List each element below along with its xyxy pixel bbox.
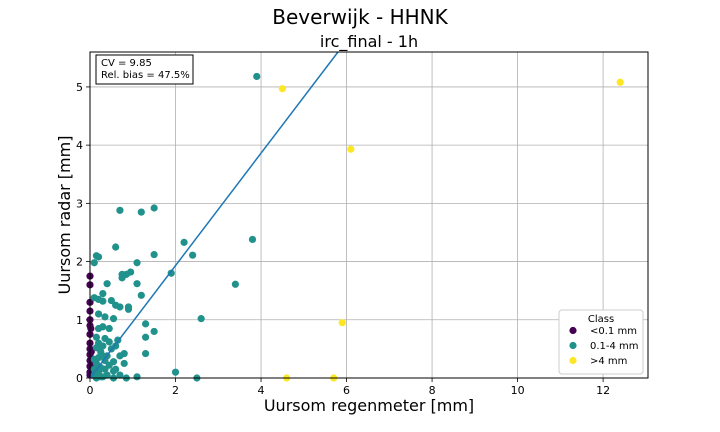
legend-label: <0.1 mm	[590, 326, 637, 337]
y-axis-ticks: 0 1 2 3 4 5	[76, 81, 90, 385]
legend-label: 0.1-4 mm	[590, 341, 639, 352]
stats-box: CV = 9.85 Rel. bias = 47.5%	[95, 54, 194, 85]
data-point	[118, 274, 126, 282]
y-axis-label: Uursom radar [mm]	[55, 136, 74, 295]
y-tick-label: 4	[76, 139, 83, 152]
x-tick-label: 0	[87, 384, 94, 397]
y-tick-label: 0	[76, 372, 83, 385]
legend-marker	[569, 326, 577, 335]
legend-title: Class	[588, 314, 614, 325]
data-point	[133, 373, 141, 381]
data-point	[99, 297, 107, 305]
data-point	[87, 348, 95, 356]
data-point	[189, 251, 197, 259]
data-point	[141, 320, 150, 328]
data-point	[94, 310, 103, 318]
x-tick-label: 2	[172, 384, 179, 397]
y-tick-label: 1	[76, 314, 83, 327]
data-point	[94, 324, 103, 333]
stats-cv: CV = 9.85	[101, 58, 152, 69]
stats-rel-bias: Rel. bias = 47.5%	[101, 70, 190, 81]
y-tick-label: 2	[76, 256, 83, 269]
legend: Class <0.1 mm 0.1-4 mm >4 mm	[558, 309, 644, 375]
chart-subtitle: irc_final - 1h	[320, 32, 418, 52]
data-point	[133, 280, 141, 288]
data-point	[116, 352, 124, 360]
y-tick-label: 5	[76, 81, 83, 94]
data-point	[180, 238, 188, 246]
data-point	[150, 327, 158, 336]
data-point	[120, 359, 128, 368]
x-axis-label: Uursom regenmeter [mm]	[264, 396, 474, 415]
data-points	[86, 72, 624, 382]
data-point	[167, 269, 175, 277]
plot-frame	[89, 51, 649, 379]
data-point	[112, 365, 120, 373]
data-point	[338, 319, 346, 327]
grid-lines	[89, 52, 648, 379]
data-point	[116, 371, 124, 379]
data-point	[124, 305, 133, 313]
data-point	[616, 78, 624, 86]
data-point	[133, 259, 141, 267]
x-tick-label: 6	[343, 384, 350, 397]
chart-title: Beverwijk - HHNK	[272, 5, 448, 29]
data-point	[141, 349, 150, 358]
data-point	[105, 338, 113, 346]
data-point	[107, 296, 115, 305]
data-point	[137, 291, 145, 299]
data-point	[101, 365, 109, 373]
x-tick-label: 4	[258, 384, 265, 397]
data-point	[231, 280, 239, 288]
data-point	[150, 204, 158, 212]
data-point	[116, 303, 124, 311]
data-point	[278, 85, 287, 93]
x-axis-ticks: 0 2 4 6 8 10 12	[87, 378, 610, 397]
data-point	[253, 72, 261, 81]
data-point	[197, 315, 205, 323]
data-point	[112, 243, 120, 251]
data-point	[109, 315, 118, 323]
data-point	[137, 208, 145, 216]
data-point	[103, 280, 111, 288]
data-point	[150, 250, 158, 259]
x-tick-label: 10	[511, 384, 525, 397]
x-tick-label: 12	[596, 384, 610, 397]
legend-marker	[569, 341, 577, 350]
fit-line	[89, 51, 339, 379]
data-point	[99, 342, 107, 350]
data-point	[90, 259, 98, 267]
data-point	[92, 333, 101, 341]
data-point	[171, 368, 180, 376]
data-point	[105, 324, 113, 333]
data-point	[347, 145, 355, 153]
data-point	[101, 313, 109, 321]
y-tick-label: 3	[76, 197, 83, 210]
data-point	[99, 289, 107, 298]
legend-marker	[569, 356, 577, 365]
data-point	[97, 373, 105, 381]
data-point	[116, 206, 124, 214]
data-point	[141, 333, 150, 341]
data-point	[94, 253, 103, 261]
legend-box	[558, 309, 644, 375]
x-tick-label: 8	[429, 384, 436, 397]
legend-label: >4 mm	[590, 356, 627, 367]
data-point	[87, 324, 95, 333]
data-point	[248, 235, 257, 244]
